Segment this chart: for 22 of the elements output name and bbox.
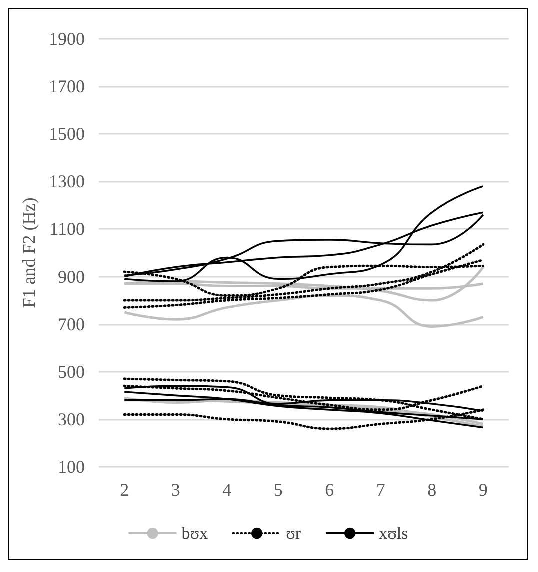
x-tick-label: 7 — [376, 480, 386, 500]
y-tick-label: 1300 — [49, 172, 85, 192]
x-tick-label: 9 — [478, 480, 488, 500]
y-tick-label: 1900 — [49, 29, 85, 49]
x-tick-label: 3 — [171, 480, 180, 500]
y-tick-label: 1500 — [49, 124, 85, 144]
y-tick-label: 900 — [58, 266, 85, 287]
y-axis-title: F1 and F2 (Hz) — [19, 198, 40, 308]
y-tick-label: 500 — [58, 362, 85, 382]
x-tick-label: 8 — [428, 480, 437, 500]
legend-label: xʊls — [379, 524, 408, 543]
y-tick-label: 1700 — [49, 76, 85, 97]
x-tick-label: 5 — [274, 480, 283, 500]
legend-label: bʊx — [182, 524, 209, 543]
y-tick-label: 300 — [58, 409, 85, 430]
x-tick-label: 4 — [222, 480, 232, 500]
x-tick-label: 2 — [120, 480, 130, 500]
legend-label: ʊr — [286, 524, 302, 543]
x-tick-label: 6 — [325, 480, 334, 500]
y-tick-label: 700 — [58, 314, 85, 334]
y-tick-label: 1100 — [50, 219, 85, 240]
y-tick-label: 100 — [58, 457, 85, 477]
